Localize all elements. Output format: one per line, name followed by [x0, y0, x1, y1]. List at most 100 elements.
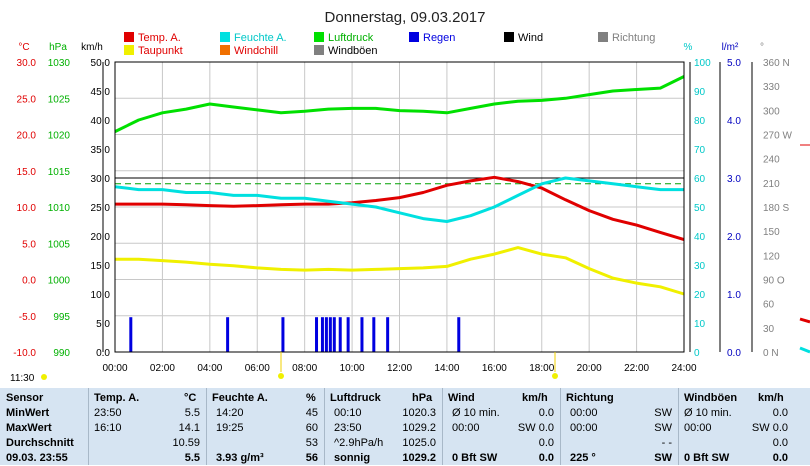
tick-label-hpa: 1005 [48, 239, 71, 250]
header-wind-unit: km/h [522, 392, 548, 404]
tick-label-hpa: 1010 [48, 203, 71, 214]
cell-press-time: ^2.9hPa/h [334, 437, 384, 449]
tick-label-time: 18:00 [529, 363, 554, 374]
tick-label-time: 22:00 [624, 363, 649, 374]
table-divider [678, 388, 679, 465]
cell-label: MinWert [6, 407, 50, 419]
cell-press-time: 00:10 [334, 407, 362, 419]
table-divider [88, 388, 89, 465]
sunrise-time: 11:30 [10, 373, 35, 384]
unit-percent: % [684, 42, 693, 53]
cell-temp-val: 10.59 [172, 437, 200, 449]
cell-wind-time: 0 Bft SW [452, 452, 498, 464]
series-line-feuchte-a [114, 176, 684, 223]
tick-label-kmh: 50.0 [91, 58, 111, 69]
cell-press-time: sonnig [334, 452, 371, 464]
cell-hum-val: 53 [305, 437, 318, 449]
tick-label-dir: 120 [763, 251, 780, 262]
legend-swatch-richtung [598, 32, 608, 42]
cell-wind-time: 00:00 [452, 422, 480, 434]
header-sensor: Sensor [6, 392, 44, 404]
tick-label-hpa: 995 [53, 312, 70, 323]
cell-wind-val: 0.0 [538, 437, 554, 449]
table-row: MaxWert 16:10 14.1 19:25 60 23:50 1029.2 00:00 S… [0, 421, 810, 436]
header-direction: Richtung [566, 392, 614, 404]
rain-bar [332, 317, 336, 352]
cell-hum-val: 45 [305, 407, 318, 419]
series-line-taupunkt [115, 246, 685, 296]
legend-swatch-luftdruck [314, 32, 324, 42]
tick-label-rain: 2.0 [727, 232, 741, 243]
tick-label-temp: 0.0 [22, 276, 36, 287]
cell-hum-time: 19:25 [216, 422, 244, 434]
cell-dir-val: SW [654, 452, 672, 464]
legend-swatch-taupunkt [124, 45, 134, 55]
table-header-row: Sensor Temp. A. °C Feuchte A. % Luftdruc… [0, 391, 810, 406]
cell-dir-val: SW [654, 422, 672, 434]
tick-label-pct: 0 [694, 348, 700, 359]
cell-press-time: 23:50 [334, 422, 362, 434]
series [114, 75, 685, 352]
cell-hum-val: 60 [305, 422, 318, 434]
tick-label-temp: 20.0 [17, 131, 37, 142]
rain-bar [328, 317, 332, 352]
rain-bar [315, 317, 319, 352]
tick-label-pct: 90 [694, 87, 706, 98]
cell-temp-val: 5.5 [184, 407, 200, 419]
legend-swatch-wind [504, 32, 514, 42]
tick-label-kmh: 20.0 [91, 232, 111, 243]
cell-press-val: 1025.0 [402, 437, 436, 449]
rain-bar [281, 317, 285, 352]
header-wind: Wind [448, 392, 475, 404]
tick-label-pct: 10 [694, 319, 706, 330]
tick-label-dir: 360 N [763, 58, 790, 69]
tick-label-temp: 25.0 [17, 94, 37, 105]
tick-label-hpa: 1030 [48, 58, 71, 69]
legend-label-luftdruck: Luftdruck [328, 32, 374, 44]
tick-label-temp: -10.0 [13, 348, 36, 359]
rain-bar [386, 317, 390, 352]
cell-hum-time: 14:20 [216, 407, 244, 419]
header-humidity: Feuchte A. [212, 392, 268, 404]
cell-gust-time: 0 Bft SW [684, 452, 730, 464]
legend-swatch-regen [409, 32, 419, 42]
table-row: 09.03. 23:55 5.5 3.93 g/m³ 56 sonnig 1029.2 0 … [0, 451, 810, 466]
cell-dir-val: SW [654, 407, 672, 419]
legend-swatch-windboeen [314, 45, 324, 55]
tick-label-pct: 40 [694, 232, 706, 243]
tick-label-kmh: 30.0 [91, 174, 111, 185]
tick-label-dir: 180 S [763, 203, 789, 214]
tick-label-time: 14:00 [434, 363, 459, 374]
tick-label-kmh: 25.0 [91, 203, 111, 214]
tick-label-kmh: 35.0 [91, 145, 111, 156]
header-temp: Temp. A. [94, 392, 140, 404]
rain-bar [320, 317, 324, 352]
legend: Temp. A. Feuchte A. Luftdruck Regen Wind… [124, 32, 655, 57]
chart-title: Donnerstag, 09.03.2017 [325, 9, 486, 26]
unit-kmh: km/h [81, 42, 103, 53]
tick-label-temp: 30.0 [17, 58, 37, 69]
tick-label-hpa: 1000 [48, 276, 71, 287]
tick-label-time: 10:00 [340, 363, 365, 374]
rain-bar [324, 317, 328, 352]
tick-label-time: 00:00 [102, 363, 127, 374]
tick-label-kmh: 10.0 [91, 290, 111, 301]
sun-marker-left [41, 374, 47, 380]
rain-bar [457, 317, 461, 352]
cell-press-val: 1029.2 [402, 452, 436, 464]
tick-label-pct: 20 [694, 290, 706, 301]
cell-wind-time: Ø 10 min. [452, 407, 500, 419]
rain-bar [360, 317, 364, 352]
weather-chart: Donnerstag, 09.03.2017 Temp. A. Feuchte … [10, 9, 810, 384]
tick-label-dir: 90 O [763, 276, 785, 287]
tick-label-rain: 3.0 [727, 174, 741, 185]
cell-dir-time: 00:00 [570, 422, 598, 434]
cell-wind-val: 0.0 [538, 407, 554, 419]
cell-press-val: 1020.3 [402, 407, 436, 419]
tick-label-time: 08:00 [292, 363, 317, 374]
cell-temp-time: 16:10 [94, 422, 122, 434]
tick-label-pct: 100 [694, 58, 711, 69]
tick-label-rain: 1.0 [727, 290, 741, 301]
tick-label-dir: 270 W [763, 131, 792, 142]
tick-label-kmh: 0.0 [96, 348, 110, 359]
